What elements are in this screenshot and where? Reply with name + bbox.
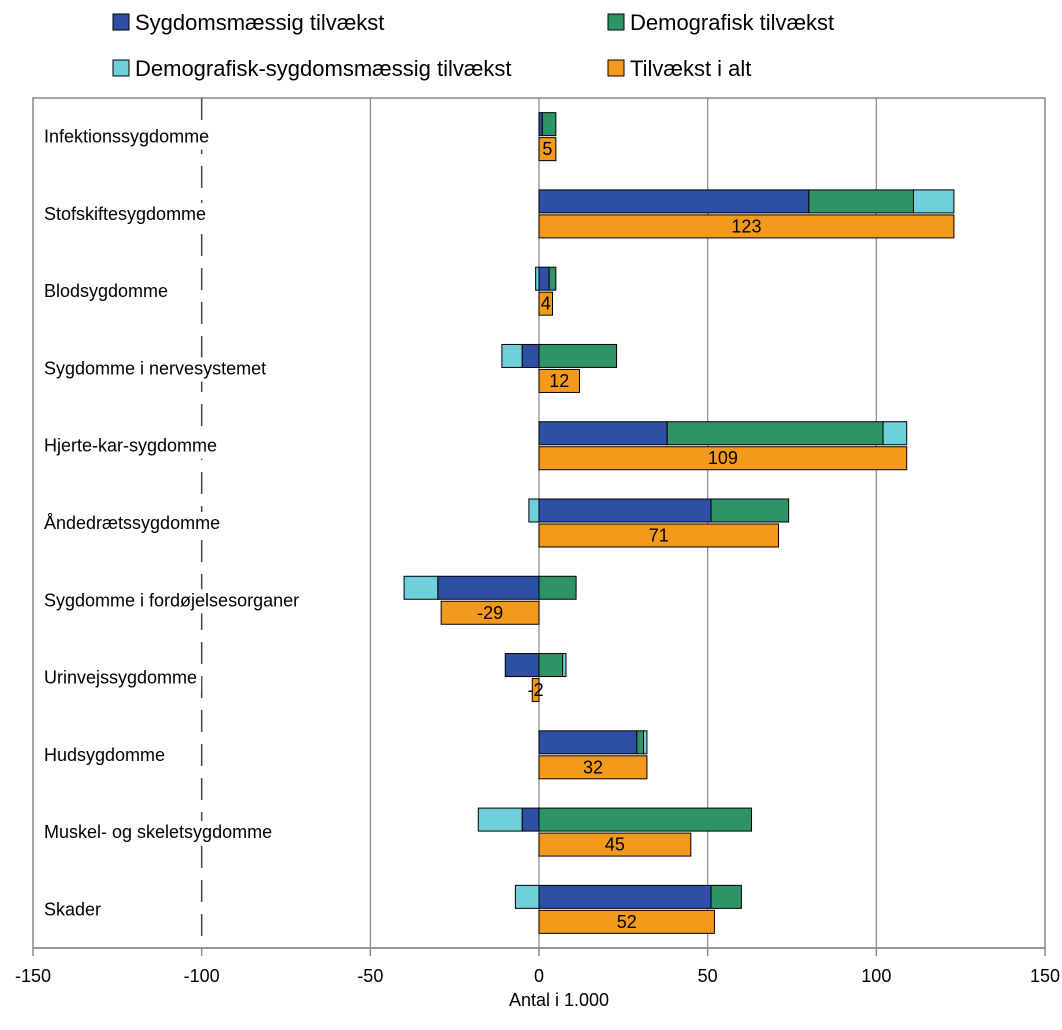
x-axis: -150 -100 -50 0 50 100 150	[15, 947, 1060, 986]
category-label-skader: Skader	[44, 899, 101, 919]
data-label-hjerte-kar-sygdomme: 109	[708, 448, 738, 468]
data-label-åndedrætssygdomme: 71	[649, 526, 669, 546]
category-label-bg	[42, 125, 214, 150]
bar-sygdomsmæssig-tilvækst-åndedrætssygdomme	[538, 498, 712, 523]
category-label-sygdomme-i-nervesystemet: Sygdomme i nervesystemet	[44, 358, 266, 378]
category-label-bg	[42, 821, 277, 846]
bar-demografisk-sygdomsmæssig-tilvækst-blodsygdomme	[535, 266, 540, 291]
bar-sygdomsmæssig-tilvækst-stofskiftesygdomme	[538, 189, 810, 214]
x-tick-label: -150	[15, 966, 51, 986]
bar-demografisk-sygdomsmæssig-tilvækst-sygdomme-i-nervesystemet	[501, 343, 523, 368]
bar-demografisk-tilvækst-hjerte-kar-sygdomme	[666, 421, 884, 446]
category-label-hudsygdomme: Hudsygdomme	[44, 745, 165, 765]
x-tick-label: 50	[698, 966, 718, 986]
bar-sygdomsmæssig-tilvækst-muskel-og-skeletsygdomme	[521, 807, 540, 832]
category-label-infektionssygdomme: Infektionssygdomme	[44, 127, 209, 147]
bar-total-sygdomme-i-nervesystemet	[538, 368, 580, 393]
legend-swatch-demografisk-tilvækst	[607, 13, 625, 31]
legend-label-demografisk-tilvækst: Demografisk tilvækst	[630, 10, 834, 35]
bar-demografisk-tilvækst-infektionssygdomme	[541, 112, 557, 137]
data-label-urinvejssygdomme: -2	[528, 680, 544, 700]
data-label-sygdomme-i-nervesystemet: 12	[549, 371, 569, 391]
bar-demografisk-sygdomsmæssig-tilvækst-muskel-og-skeletsygdomme	[477, 807, 523, 832]
bar-demografisk-tilvækst-skader	[710, 884, 742, 909]
x-tick-label: -50	[357, 966, 383, 986]
bar-total-muskel-og-skeletsygdomme	[538, 832, 692, 857]
bar-demografisk-sygdomsmæssig-tilvækst-sygdomme-i-fordøjelsesorganer	[403, 575, 439, 600]
x-tick-label: 150	[1030, 966, 1060, 986]
bar-demografisk-sygdomsmæssig-tilvækst-hudsygdomme	[643, 730, 648, 755]
legend-swatch-demografisk-sygdomsmæssig-tilvækst	[112, 59, 130, 77]
bar-sygdomsmæssig-tilvækst-skader	[538, 884, 712, 909]
category-label-bg	[42, 357, 271, 382]
x-axis-title: Antal i 1.000	[509, 990, 609, 1010]
category-label-bg	[42, 743, 170, 768]
bar-total-hjerte-kar-sygdomme	[538, 446, 908, 471]
bar-sygdomsmæssig-tilvækst-infektionssygdomme	[538, 112, 543, 137]
category-label-bg	[42, 434, 222, 459]
bar-sygdomsmæssig-tilvækst-sygdomme-i-nervesystemet	[521, 343, 540, 368]
category-label-bg	[42, 202, 211, 227]
plot-area: Infektionssygdomme5Stofskiftesygdomme123…	[32, 97, 1046, 949]
data-label-skader: 52	[617, 912, 637, 932]
x-tick-label: 0	[534, 966, 544, 986]
bar-demografisk-sygdomsmæssig-tilvækst-stofskiftesygdomme	[912, 189, 955, 214]
legend-label-demografisk-sygdomsmæssig-tilvækst: Demografisk-sygdomsmæssig tilvækst	[135, 56, 512, 81]
category-label-muskel-og-skeletsygdomme: Muskel- og skeletsygdomme	[44, 822, 272, 842]
bar-demografisk-sygdomsmæssig-tilvækst-hjerte-kar-sygdomme	[882, 421, 908, 446]
category-label-bg	[42, 898, 106, 923]
data-label-stofskiftesygdomme: 123	[731, 216, 761, 236]
category-label-bg	[42, 512, 225, 536]
x-tick-label: -100	[184, 966, 220, 986]
bar-sygdomsmæssig-tilvækst-blodsygdomme	[538, 266, 550, 291]
category-label-blodsygdomme: Blodsygdomme	[44, 281, 168, 301]
bar-sygdomsmæssig-tilvækst-hudsygdomme	[538, 730, 638, 755]
data-label-blodsygdomme: 4	[541, 294, 551, 314]
bar-demografisk-tilvækst-hudsygdomme	[636, 730, 645, 755]
legend-label-tilvækst-i-alt: Tilvækst i alt	[630, 56, 751, 81]
bar-demografisk-tilvækst-muskel-og-skeletsygdomme	[538, 807, 753, 832]
category-label-urinvejssygdomme: Urinvejssygdomme	[44, 668, 197, 688]
category-label-bg	[42, 589, 304, 614]
bar-total-urinvejssygdomme	[531, 678, 540, 703]
bar-demografisk-sygdomsmæssig-tilvækst-urinvejssygdomme	[562, 653, 567, 678]
bar-demografisk-tilvækst-sygdomme-i-nervesystemet	[538, 343, 618, 368]
category-label-bg	[42, 280, 173, 305]
bar-total-sygdomme-i-fordøjelsesorganer	[440, 600, 540, 625]
bar-demografisk-tilvækst-åndedrætssygdomme	[710, 498, 790, 523]
legend-swatch-tilvækst-i-alt	[607, 59, 625, 77]
legend-label-sygdomsmæssig-tilvækst: Sygdomsmæssig tilvækst	[135, 10, 384, 35]
x-tick-label: 100	[861, 966, 891, 986]
category-label-åndedrætssygdomme: Åndedrætssygdomme	[44, 513, 220, 533]
bar-sygdomsmæssig-tilvækst-sygdomme-i-fordøjelsesorganer	[437, 575, 540, 600]
bar-total-blodsygdomme	[538, 291, 553, 316]
category-label-hjerte-kar-sygdomme: Hjerte-kar-sygdomme	[44, 436, 217, 456]
bar-total-åndedrætssygdomme	[538, 523, 780, 548]
category-label-sygdomme-i-fordøjelsesorganer: Sygdomme i fordøjelsesorganer	[44, 590, 299, 610]
bar-total-skader	[538, 909, 715, 934]
category-label-bg	[42, 666, 202, 691]
bar-demografisk-tilvækst-sygdomme-i-fordøjelsesorganer	[538, 575, 577, 600]
data-label-hudsygdomme: 32	[583, 757, 603, 777]
category-label-stofskiftesygdomme: Stofskiftesygdomme	[44, 204, 206, 224]
bar-total-hudsygdomme	[538, 755, 648, 780]
bar-demografisk-tilvækst-stofskiftesygdomme	[808, 189, 914, 214]
bar-demografisk-tilvækst-urinvejssygdomme	[538, 653, 564, 678]
bar-total-infektionssygdomme	[538, 137, 557, 162]
bar-demografisk-sygdomsmæssig-tilvækst-åndedrætssygdomme	[528, 498, 540, 523]
data-label-sygdomme-i-fordøjelsesorganer: -29	[477, 603, 503, 623]
bar-sygdomsmæssig-tilvækst-urinvejssygdomme	[504, 653, 540, 678]
bar-sygdomsmæssig-tilvækst-hjerte-kar-sygdomme	[538, 421, 668, 446]
bar-total-stofskiftesygdomme	[538, 214, 955, 239]
bar-demografisk-tilvækst-blodsygdomme	[548, 266, 557, 291]
data-label-infektionssygdomme: 5	[542, 139, 552, 159]
legend-swatch-sygdomsmæssig-tilvækst	[112, 13, 130, 31]
data-label-muskel-og-skeletsygdomme: 45	[605, 835, 625, 855]
bar-demografisk-sygdomsmæssig-tilvækst-skader	[514, 884, 540, 909]
legend: Sygdomsmæssig tilvækst Demografisk tilvæk…	[112, 10, 834, 81]
